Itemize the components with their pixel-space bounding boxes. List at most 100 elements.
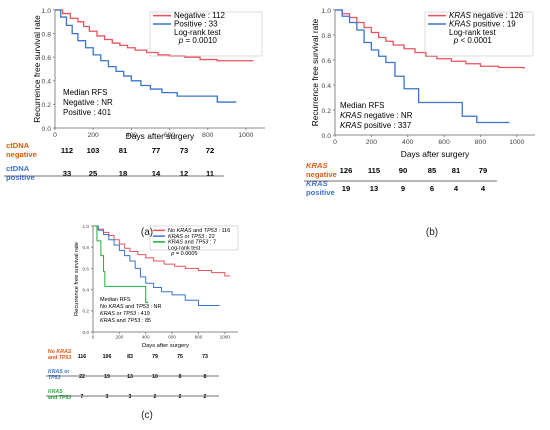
x-tick-label: 600 bbox=[164, 132, 176, 139]
risk-cell: 19 bbox=[104, 374, 110, 380]
x-tick-label: 200 bbox=[366, 139, 378, 146]
x-tick-label: 600 bbox=[438, 139, 450, 146]
y-tick-label: 1.0 bbox=[83, 224, 90, 229]
x-tick-label: 800 bbox=[475, 139, 487, 146]
x-tick-label: 400 bbox=[142, 335, 150, 340]
y-tick-label: 0.8 bbox=[322, 33, 332, 40]
y-tick-label: 0.6 bbox=[322, 58, 332, 65]
risk-row-label-1: KRAS bbox=[306, 161, 328, 170]
y-tick-label: 0.8 bbox=[83, 245, 90, 250]
risk-cell: 72 bbox=[206, 146, 214, 155]
km-panel-1: 0.0 0.2 0.4 0.6 0.8 1.0 0 200 400 600 800 1000 Days … bbox=[4, 8, 265, 238]
median-rfs-1: KRAS negative : NR bbox=[340, 111, 413, 120]
risk-cell: 19 bbox=[342, 184, 350, 193]
y-tick-label: 0.4 bbox=[83, 288, 90, 293]
x-axis-title: Days after surgery bbox=[142, 343, 189, 349]
risk-cell: 115 bbox=[368, 166, 381, 175]
x-tick-label: 600 bbox=[168, 335, 176, 340]
x-tick-label: 800 bbox=[202, 132, 214, 139]
y-tick-label: 0.2 bbox=[42, 102, 52, 109]
risk-cell: 90 bbox=[399, 166, 407, 175]
km-curve-3 bbox=[93, 225, 149, 303]
risk-row-label-1: negative bbox=[306, 170, 337, 179]
risk-cell: 106 bbox=[103, 354, 112, 360]
risk-row-label-2: KRAS or bbox=[48, 369, 69, 375]
risk-cell: 18 bbox=[119, 169, 127, 178]
legend-label-2: KRAS positive : 19 bbox=[449, 19, 516, 28]
risk-cell: 3 bbox=[129, 394, 132, 400]
risk-row-label-2: positive bbox=[6, 173, 35, 182]
legend-label-2: Positive : 33 bbox=[174, 19, 218, 28]
x-tick-label: 0 bbox=[333, 139, 337, 146]
risk-cell: 103 bbox=[87, 146, 100, 155]
risk-cell: 14 bbox=[152, 169, 161, 178]
median-rfs-0: Median RFS bbox=[100, 297, 131, 303]
median-rfs-2: KRAS or TP53 : 419 bbox=[100, 311, 150, 317]
risk-cell: 8 bbox=[179, 374, 182, 380]
logrank-annotation-1: Log-rank test bbox=[174, 28, 221, 37]
risk-row-label-3: KRAS bbox=[48, 389, 63, 395]
logrank-annotation-1: Log-rank test bbox=[449, 28, 496, 37]
x-axis-title: Days after surgery bbox=[126, 131, 195, 141]
risk-row-label-2: TP53 bbox=[48, 375, 61, 381]
y-tick-label: 0.4 bbox=[42, 79, 52, 86]
legend-label-1: Negative : 112 bbox=[174, 11, 226, 20]
logrank-annotation-2: p < 0.0001 bbox=[453, 36, 493, 45]
risk-cell: 116 bbox=[78, 354, 87, 360]
y-tick-label: 1.0 bbox=[322, 8, 332, 15]
risk-cell: 85 bbox=[428, 166, 437, 175]
risk-cell: 2 bbox=[179, 394, 182, 400]
median-rfs-0: Median RFS bbox=[63, 88, 107, 97]
risk-cell: 73 bbox=[180, 146, 188, 155]
x-tick-label: 400 bbox=[402, 139, 414, 146]
y-tick-label: 0.6 bbox=[83, 266, 90, 271]
x-tick-label: 1000 bbox=[509, 139, 524, 146]
km-panel-2: 0.0 0.2 0.4 0.6 0.8 1.0 0 200 400 600 800 1000 Days … bbox=[304, 8, 535, 238]
median-rfs-0: Median RFS bbox=[340, 101, 384, 110]
legend-box bbox=[149, 225, 239, 251]
km-curve-1 bbox=[93, 225, 231, 277]
risk-row-label-1: ctDNA bbox=[6, 141, 30, 150]
km-curve-2 bbox=[55, 9, 237, 103]
risk-cell: 8 bbox=[204, 374, 207, 380]
risk-cell: 79 bbox=[479, 166, 487, 175]
risk-cell: 79 bbox=[152, 354, 158, 360]
risk-cell: 2 bbox=[154, 394, 157, 400]
logrank-annotation-2: p = 0.0005 bbox=[170, 251, 197, 257]
logrank-annotation-2: p = 0.0010 bbox=[178, 36, 218, 45]
x-tick-label: 200 bbox=[88, 132, 100, 139]
risk-row-label-1: negative bbox=[6, 150, 37, 159]
x-tick-label: 400 bbox=[126, 132, 138, 139]
legend-label-2: KRAS or TP53 : 22 bbox=[168, 234, 215, 240]
risk-cell: 22 bbox=[79, 374, 85, 380]
y-tick-label: 0.2 bbox=[83, 309, 90, 314]
median-rfs-1: No KRAS and TP53 : NR bbox=[100, 304, 161, 310]
median-rfs-3: KRAS and TP53 : 85 bbox=[100, 318, 151, 324]
risk-cell: 75 bbox=[177, 354, 183, 360]
x-tick-label: 0 bbox=[53, 132, 57, 139]
km-curve-1 bbox=[335, 9, 525, 69]
y-axis-title: Recurrence free survival rate bbox=[32, 15, 42, 123]
risk-cell: 7 bbox=[81, 394, 84, 400]
risk-cell: 33 bbox=[63, 169, 71, 178]
median-rfs-2: Positive : 401 bbox=[63, 108, 112, 117]
y-axis-title: Recurrence free survival rate bbox=[74, 242, 80, 316]
risk-cell: 9 bbox=[401, 184, 405, 193]
km-curve-2 bbox=[335, 9, 510, 124]
x-tick-label: 800 bbox=[195, 335, 203, 340]
panel-label: (c) bbox=[141, 410, 153, 421]
logrank-annotation-1: Log-rank test bbox=[168, 245, 201, 251]
x-tick-label: 0 bbox=[92, 335, 95, 340]
x-tick-label: 200 bbox=[115, 335, 123, 340]
y-axis-title: Recurrence free survival rate bbox=[310, 18, 320, 126]
y-tick-label: 0.2 bbox=[322, 108, 332, 115]
risk-cell: 4 bbox=[454, 184, 459, 193]
legend-box bbox=[424, 11, 534, 57]
risk-cell: 3 bbox=[106, 394, 109, 400]
y-tick-label: 0.8 bbox=[42, 31, 52, 38]
x-tick-label: 1000 bbox=[238, 132, 253, 139]
panel-label: (a) bbox=[141, 227, 153, 238]
risk-row-label-3: and TP53 bbox=[48, 395, 71, 401]
risk-cell: 126 bbox=[340, 166, 353, 175]
x-axis-title: Days after surgery bbox=[401, 149, 470, 159]
